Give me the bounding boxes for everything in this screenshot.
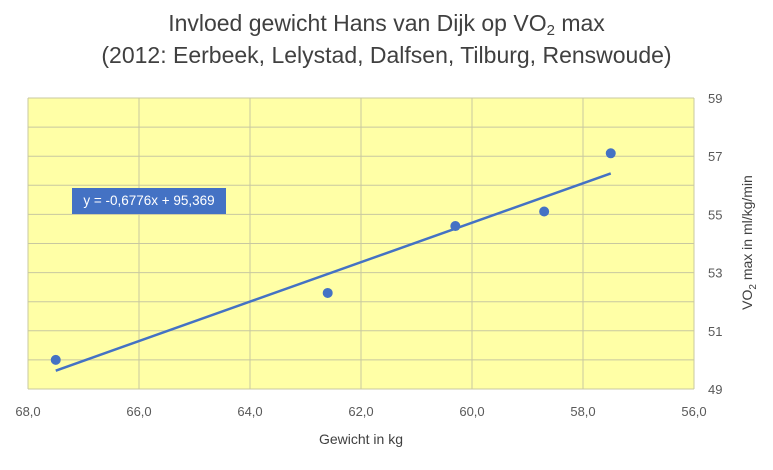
data-point bbox=[605, 148, 616, 159]
chart-title: Invloed gewicht Hans van Dijk op VO2 max bbox=[168, 10, 605, 39]
y-tick-label: 53 bbox=[708, 266, 722, 281]
data-points bbox=[50, 148, 616, 365]
y-tick-label: 57 bbox=[708, 149, 722, 164]
y-axis-tick-labels: 59 57 55 53 51 49 bbox=[708, 91, 722, 397]
x-tick-label: 64,0 bbox=[237, 404, 262, 419]
horizontal-gridlines bbox=[28, 97, 694, 390]
y-axis-title: VO2 max in ml/kg/min bbox=[739, 175, 759, 310]
x-tick-label: 60,0 bbox=[459, 404, 484, 419]
data-point bbox=[539, 206, 550, 217]
data-point bbox=[50, 354, 61, 365]
y-tick-label: 59 bbox=[708, 91, 722, 106]
y-tick-label: 49 bbox=[708, 382, 722, 397]
x-axis-tick-labels: 68,0 66,0 64,0 62,0 60,0 58,0 56,0 bbox=[15, 404, 706, 419]
data-point bbox=[450, 221, 461, 232]
x-tick-label: 56,0 bbox=[681, 404, 706, 419]
y-tick-label: 55 bbox=[708, 207, 722, 222]
x-tick-label: 62,0 bbox=[348, 404, 373, 419]
y-tick-label: 51 bbox=[708, 324, 722, 339]
x-tick-label: 68,0 bbox=[15, 404, 40, 419]
trendline bbox=[55, 172, 612, 372]
x-tick-label: 66,0 bbox=[126, 404, 151, 419]
x-axis-title: Gewicht in kg bbox=[319, 431, 403, 447]
trendline-equation: y = -0,6776x + 95,369 bbox=[72, 188, 226, 214]
data-point bbox=[322, 287, 333, 298]
x-tick-label: 58,0 bbox=[570, 404, 595, 419]
chart-subtitle: (2012: Eerbeek, Lelystad, Dalfsen, Tilbu… bbox=[101, 42, 672, 68]
